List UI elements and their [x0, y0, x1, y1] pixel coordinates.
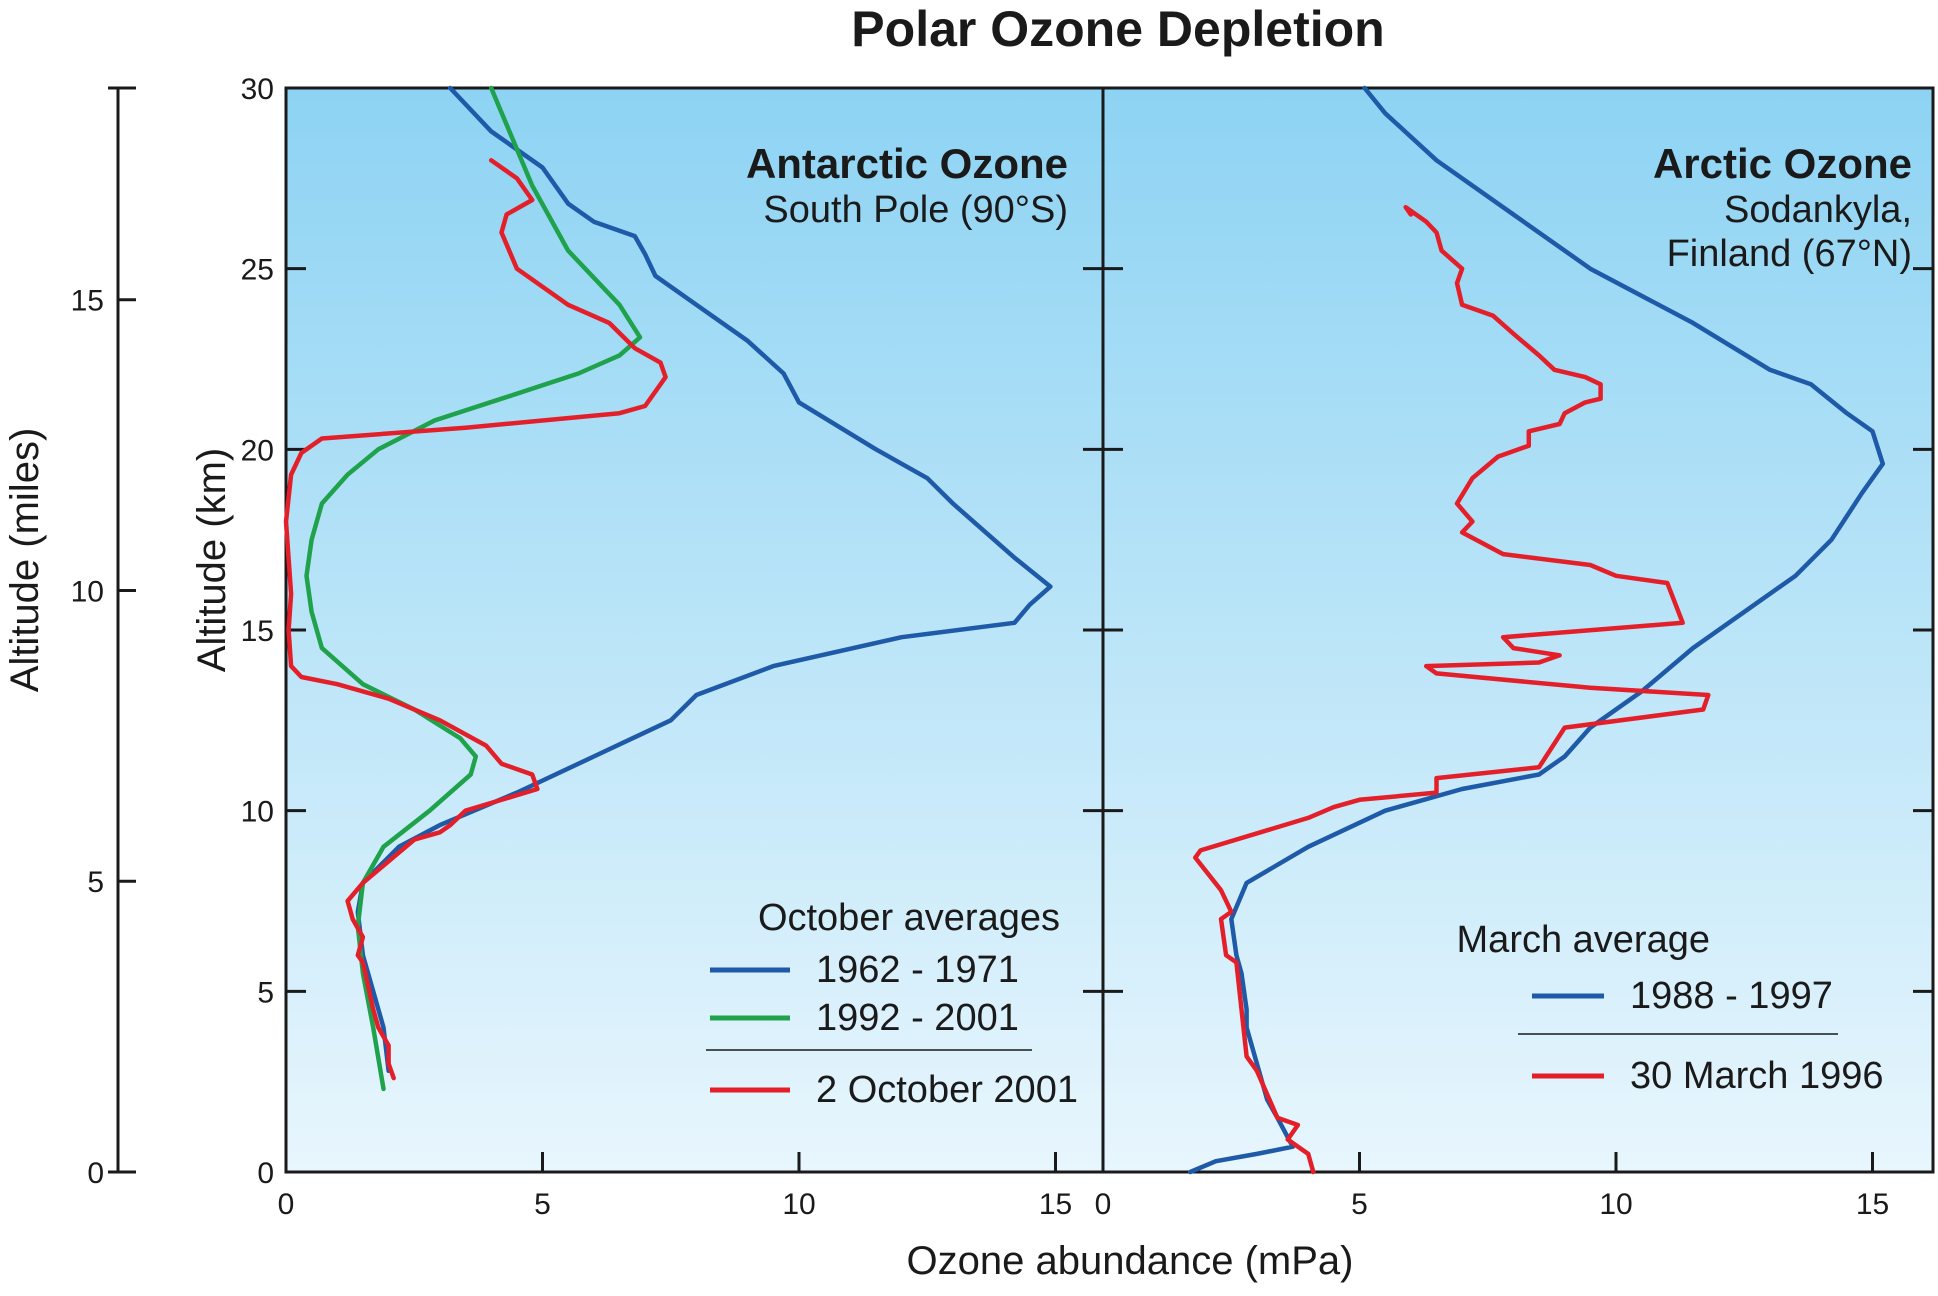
legend-label: 1988 - 1997: [1630, 975, 1833, 1017]
x-tick-label: 10: [782, 1188, 815, 1221]
miles-tick-label: 5: [87, 866, 104, 899]
series-line: [283, 158, 668, 1081]
legend-title: March average: [1457, 919, 1710, 961]
miles-axis: 0 5 10 15: [71, 86, 136, 1190]
km-tick-label: 10: [241, 796, 274, 829]
panel-subtitle: South Pole (90°S): [763, 189, 1068, 231]
panel-title: Antarctic Ozone: [746, 140, 1068, 187]
legend-title: October averages: [758, 897, 1060, 939]
x-tick-label: 15: [1856, 1188, 1889, 1221]
miles-tick-label: 15: [71, 285, 104, 318]
x-tick-label: 0: [1095, 1188, 1112, 1221]
x-tick-label: 15: [1039, 1188, 1072, 1221]
legend-label: 1962 - 1971: [816, 949, 1019, 991]
x-tick-label: 5: [1351, 1188, 1368, 1221]
x-axis-title: Ozone abundance (mPa): [907, 1239, 1354, 1283]
chart-title: Polar Ozone Depletion: [851, 1, 1384, 57]
km-tick-label: 30: [241, 73, 274, 106]
miles-axis-title: Altitude (miles): [3, 428, 47, 693]
km-tick-label: 20: [241, 434, 274, 467]
series-line: [1193, 204, 1711, 1175]
km-tick-label: 25: [241, 254, 274, 287]
legend-label: 30 March 1996: [1630, 1055, 1884, 1097]
miles-tick-label: 0: [87, 1157, 104, 1190]
panel-subtitle: Finland (67°N): [1667, 233, 1912, 275]
panel-subtitle: Sodankyla,: [1724, 189, 1912, 231]
km-tick-label: 5: [257, 976, 274, 1009]
km-tick-label: 15: [241, 615, 274, 648]
x-tick-label: 10: [1599, 1188, 1632, 1221]
panel-title: Arctic Ozone: [1653, 140, 1912, 187]
km-axis-title: Altitude (km): [190, 448, 234, 673]
legend-label: 1992 - 2001: [816, 997, 1019, 1039]
km-axis: 0 5 10 15 20 25 30: [241, 73, 1933, 1190]
legend-label: 2 October 2001: [816, 1069, 1078, 1111]
km-tick-label: 0: [257, 1157, 274, 1190]
x-tick-label: 0: [278, 1188, 295, 1221]
miles-tick-label: 10: [71, 575, 104, 608]
x-tick-label: 5: [534, 1188, 551, 1221]
